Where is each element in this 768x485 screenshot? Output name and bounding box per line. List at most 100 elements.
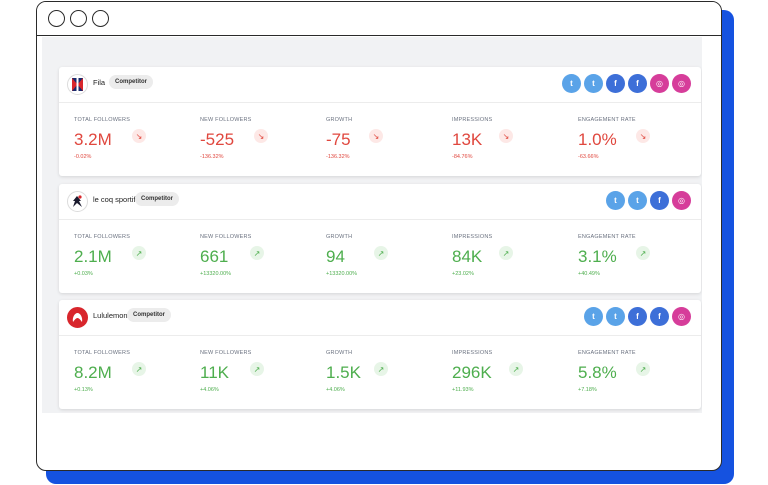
competitor-card-le-coq-sportif: le coq sportif Competitor t t f ◎ TOTAL … xyxy=(59,184,701,293)
metric-delta: +0.13% xyxy=(74,387,93,393)
trend-up-icon: ↗ xyxy=(132,362,146,376)
browser-window: Fila Competitor t t f f ◎ ◎ TOTAL FOLLOW… xyxy=(36,1,722,471)
metric-delta: -0.02% xyxy=(74,154,92,160)
metric-label: GROWTH xyxy=(326,350,353,356)
metric-label: ENGAGEMENT RATE xyxy=(578,117,636,123)
le-coq-sportif-logo xyxy=(67,191,88,212)
competitor-card-lululemon: Lululemon Competitor t t f f ◎ TOTAL FOL… xyxy=(59,300,701,409)
competitor-badge: Competitor xyxy=(135,192,179,206)
metric-delta: +0.03% xyxy=(74,271,93,277)
instagram-icon[interactable]: ◎ xyxy=(650,74,669,93)
metrics-row: TOTAL FOLLOWERS 8.2M +0.13% ↗ NEW FOLLOW… xyxy=(59,336,701,409)
metric-label: NEW FOLLOWERS xyxy=(200,234,252,240)
metric-delta: +13320.00% xyxy=(200,271,232,277)
fila-logo xyxy=(67,74,88,95)
competitor-name: Fila xyxy=(93,78,106,87)
card-header: Fila Competitor t t f f ◎ ◎ xyxy=(59,67,701,103)
metrics-row: TOTAL FOLLOWERS 2.1M +0.03% ↗ NEW FOLLOW… xyxy=(59,220,701,293)
trend-up-icon: ↗ xyxy=(499,246,513,260)
metric-delta: +7.18% xyxy=(578,387,597,393)
metric-value: 5.8% xyxy=(578,363,617,382)
metric-delta: +11.93% xyxy=(452,387,474,393)
metric-delta: -136.32% xyxy=(326,154,350,160)
metric-value: 84K xyxy=(452,247,483,266)
trend-up-icon: ↗ xyxy=(374,246,388,260)
metric-value: 13K xyxy=(452,130,483,149)
lululemon-logo xyxy=(67,307,88,328)
metric-value: 11K xyxy=(200,363,229,382)
metric-value: 1.5K xyxy=(326,363,361,382)
metric-label: ENGAGEMENT RATE xyxy=(578,350,636,356)
metric-label: IMPRESSIONS xyxy=(452,117,493,123)
metric-delta: +40.49% xyxy=(578,271,600,277)
facebook-icon[interactable]: f xyxy=(650,191,669,210)
metric-delta: +4.06% xyxy=(200,387,219,393)
twitter-icon[interactable]: t xyxy=(562,74,581,93)
metric-value: 661 xyxy=(200,247,229,266)
trend-up-icon: ↗ xyxy=(250,362,264,376)
metric-value: -525 xyxy=(200,130,235,149)
card-header: Lululemon Competitor t t f f ◎ xyxy=(59,300,701,336)
facebook-icon[interactable]: f xyxy=(628,74,647,93)
metric-value: 3.2M xyxy=(74,130,112,149)
instagram-icon[interactable]: ◎ xyxy=(672,307,691,326)
metric-value: 94 xyxy=(326,247,345,266)
trend-down-icon: ↘ xyxy=(369,129,383,143)
trend-down-icon: ↘ xyxy=(636,129,650,143)
window-titlebar xyxy=(37,2,721,36)
trend-down-icon: ↘ xyxy=(254,129,268,143)
metric-label: GROWTH xyxy=(326,234,353,240)
window-control-close[interactable] xyxy=(48,10,65,27)
competitor-name: le coq sportif xyxy=(93,195,136,204)
window-control-minimize[interactable] xyxy=(70,10,87,27)
competitor-badge: Competitor xyxy=(127,308,171,322)
facebook-icon[interactable]: f xyxy=(606,74,625,93)
twitter-icon[interactable]: t xyxy=(606,191,625,210)
competitor-name: Lululemon xyxy=(93,311,128,320)
metric-label: TOTAL FOLLOWERS xyxy=(74,234,131,240)
metric-value: -75 xyxy=(326,130,351,149)
metric-value: 1.0% xyxy=(578,130,617,149)
metric-delta: -63.66% xyxy=(578,154,599,160)
metric-value: 8.2M xyxy=(74,363,112,382)
trend-down-icon: ↘ xyxy=(499,129,513,143)
twitter-icon[interactable]: t xyxy=(628,191,647,210)
metric-delta: -136.32% xyxy=(200,154,224,160)
card-header: le coq sportif Competitor t t f ◎ xyxy=(59,184,701,220)
dashboard-viewport: Fila Competitor t t f f ◎ ◎ TOTAL FOLLOW… xyxy=(42,37,702,413)
metric-label: NEW FOLLOWERS xyxy=(200,350,252,356)
trend-up-icon: ↗ xyxy=(636,362,650,376)
metric-label: ENGAGEMENT RATE xyxy=(578,234,636,240)
twitter-icon[interactable]: t xyxy=(606,307,625,326)
metric-delta: +23.02% xyxy=(452,271,474,277)
competitor-card-fila: Fila Competitor t t f f ◎ ◎ TOTAL FOLLOW… xyxy=(59,67,701,176)
competitor-badge: Competitor xyxy=(109,75,153,89)
metric-value: 2.1M xyxy=(74,247,112,266)
metric-value: 296K xyxy=(452,363,492,382)
metric-delta: +13320.00% xyxy=(326,271,358,277)
metric-delta: -84.76% xyxy=(452,154,473,160)
twitter-icon[interactable]: t xyxy=(584,74,603,93)
instagram-icon[interactable]: ◎ xyxy=(672,191,691,210)
metric-label: TOTAL FOLLOWERS xyxy=(74,117,131,123)
trend-up-icon: ↗ xyxy=(374,362,388,376)
instagram-icon[interactable]: ◎ xyxy=(672,74,691,93)
twitter-icon[interactable]: t xyxy=(584,307,603,326)
metric-label: GROWTH xyxy=(326,117,353,123)
facebook-icon[interactable]: f xyxy=(650,307,669,326)
metrics-row: TOTAL FOLLOWERS 3.2M -0.02% ↘ NEW FOLLOW… xyxy=(59,103,701,176)
social-accounts: t t f ◎ xyxy=(606,191,691,210)
trend-up-icon: ↗ xyxy=(250,246,264,260)
window-control-maximize[interactable] xyxy=(92,10,109,27)
metric-label: NEW FOLLOWERS xyxy=(200,117,252,123)
social-accounts: t t f f ◎ xyxy=(584,307,691,326)
trend-down-icon: ↘ xyxy=(132,129,146,143)
metric-delta: +4.06% xyxy=(326,387,345,393)
social-accounts: t t f f ◎ ◎ xyxy=(562,74,691,93)
facebook-icon[interactable]: f xyxy=(628,307,647,326)
trend-up-icon: ↗ xyxy=(132,246,146,260)
metric-value: 3.1% xyxy=(578,247,617,266)
metric-label: IMPRESSIONS xyxy=(452,234,493,240)
trend-up-icon: ↗ xyxy=(636,246,650,260)
trend-up-icon: ↗ xyxy=(509,362,523,376)
